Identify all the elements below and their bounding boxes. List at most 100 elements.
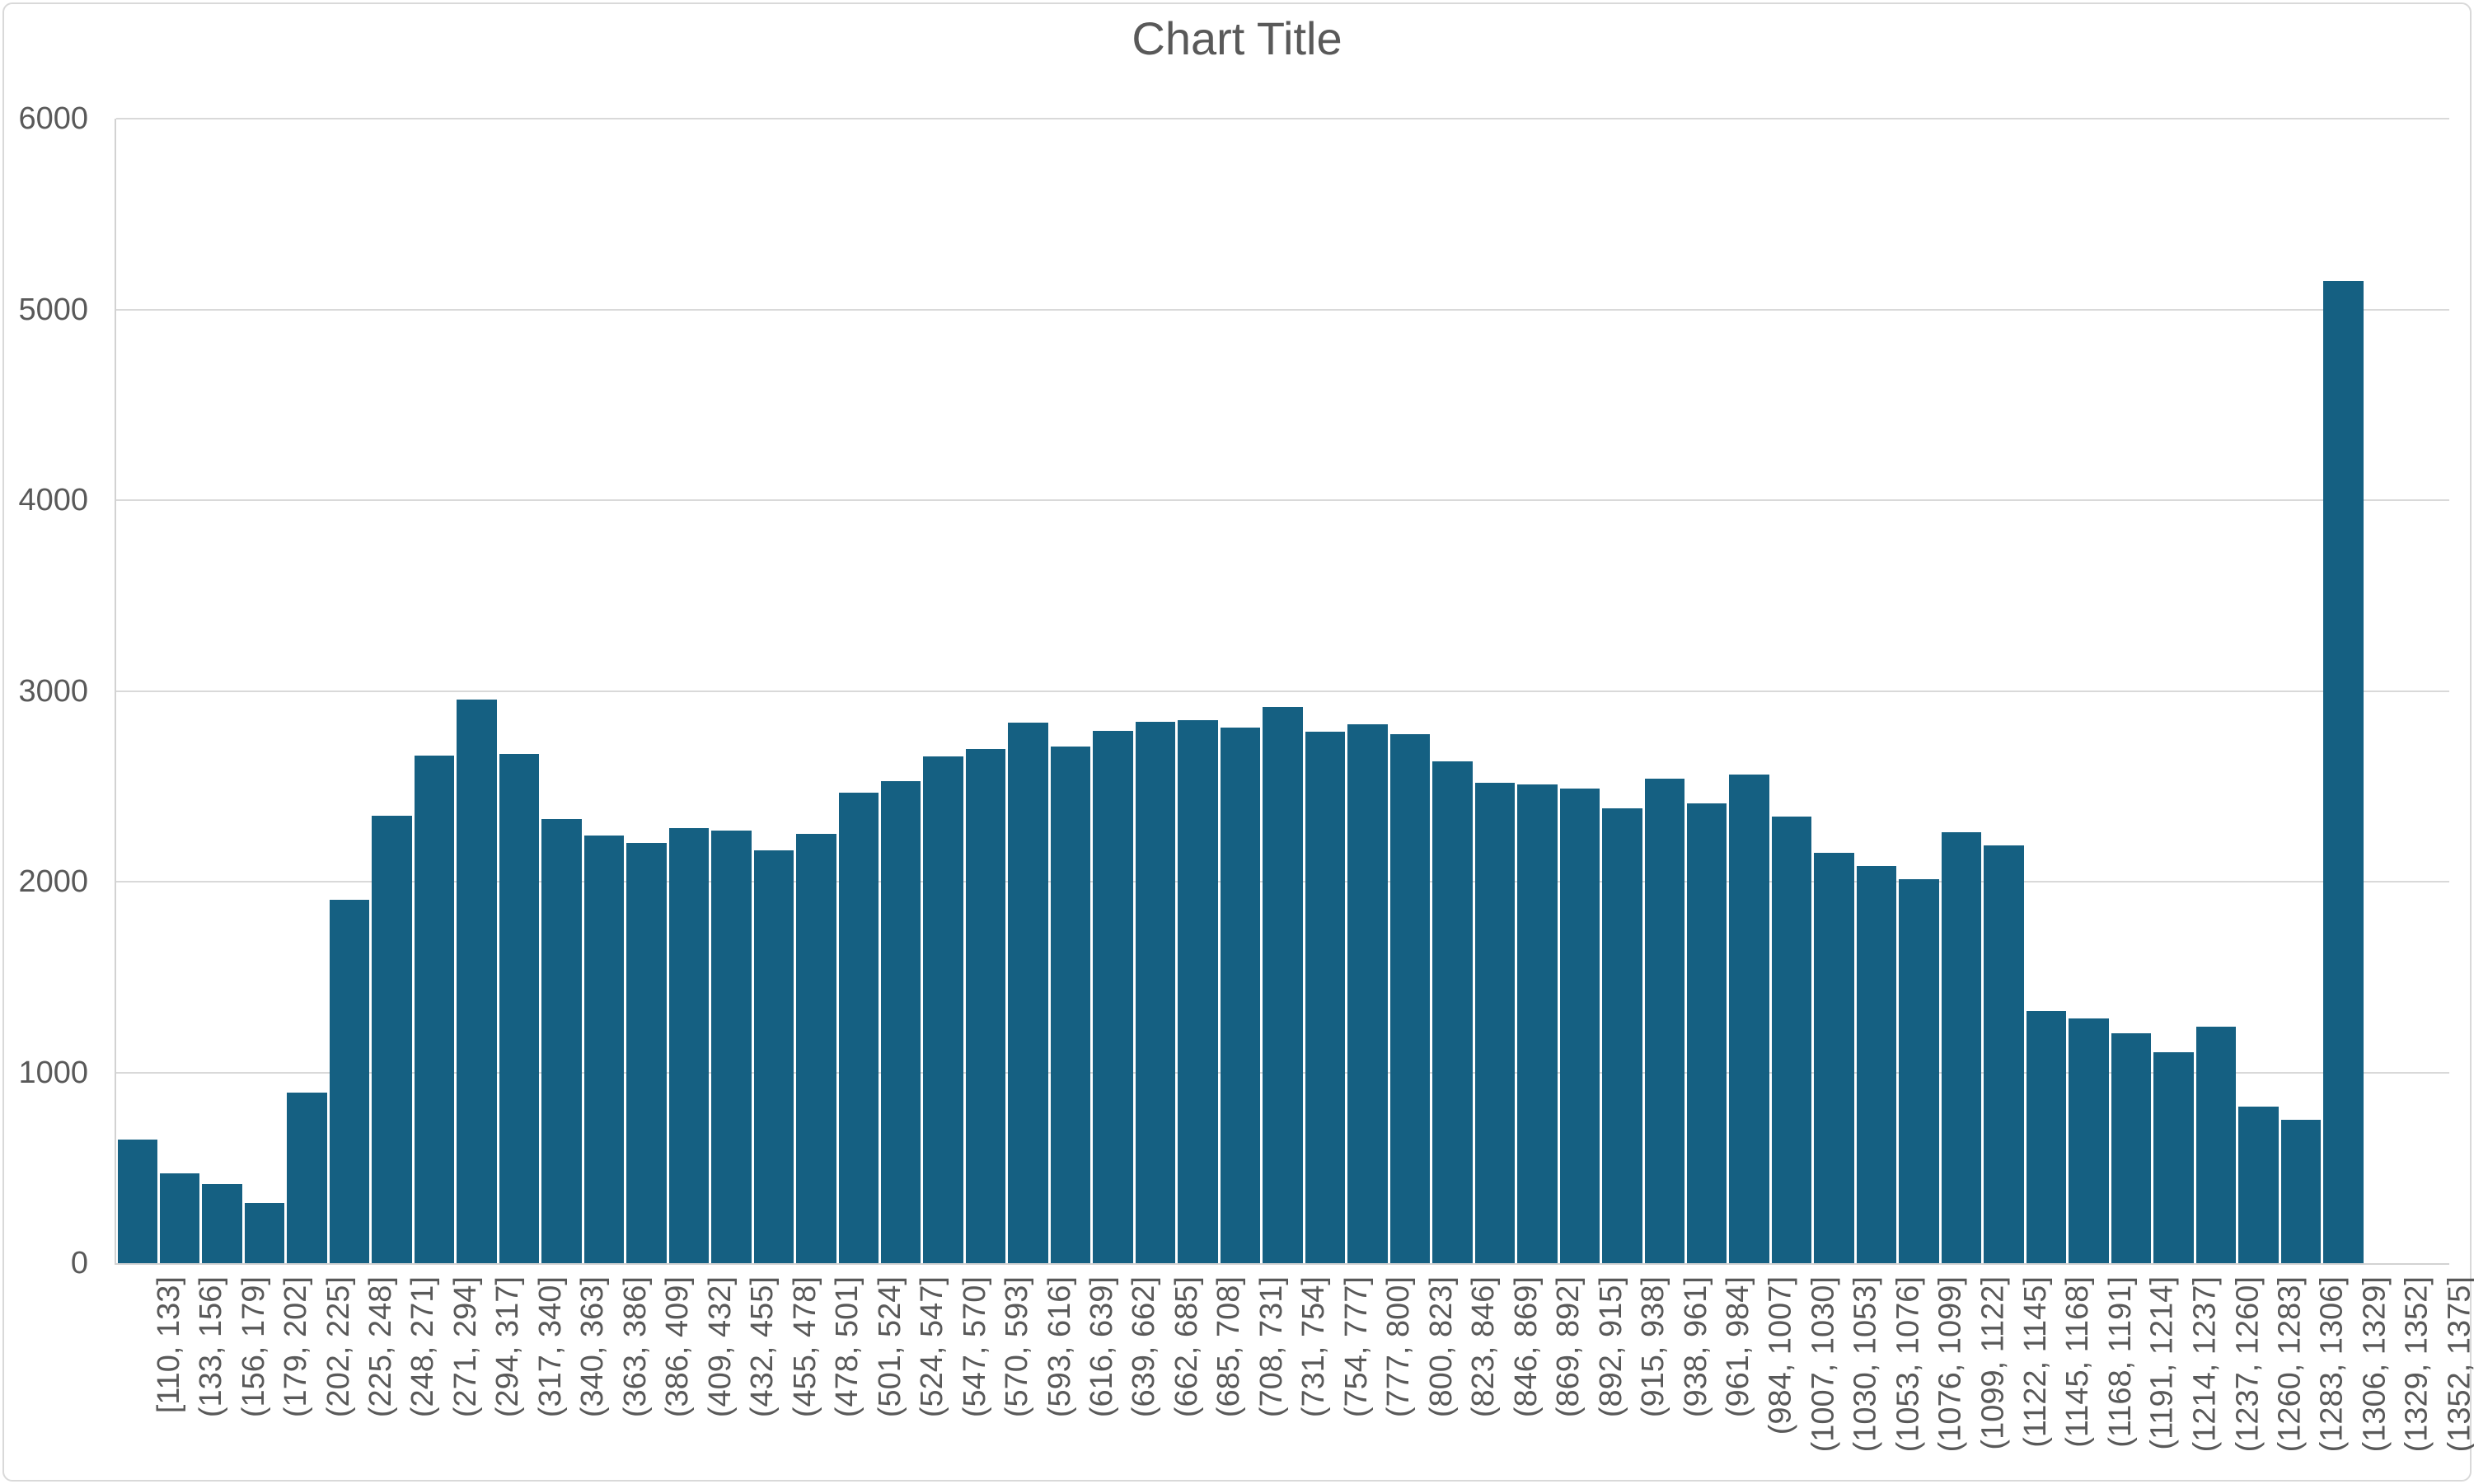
x-tick-label: (869, 892] [1551, 1276, 1586, 1418]
bar [2026, 1011, 2067, 1263]
chart-title: Chart Title [1132, 12, 1342, 64]
x-tick-label: (478, 501] [830, 1276, 865, 1418]
x-tick-label: (800, 823] [1423, 1276, 1459, 1418]
bar [965, 749, 1006, 1263]
x-tick-label: (1306, 1329] [2357, 1276, 2392, 1453]
bar [202, 1183, 242, 1263]
bar [1474, 782, 1516, 1263]
bar [1220, 727, 1261, 1263]
x-tick-label: (984, 1007] [1763, 1276, 1798, 1435]
x-axis: [110, 133] (133, 156] (156, 179] (179, 202]… [115, 1265, 2474, 1484]
x-tick-label: (915, 938] [1636, 1276, 1671, 1418]
bar [244, 1203, 285, 1263]
bar [159, 1173, 200, 1263]
bar [2111, 1033, 2152, 1263]
bar [1686, 803, 1727, 1263]
x-tick-label: (639, 662] [1127, 1276, 1162, 1418]
x-tick-label: (409, 432] [702, 1276, 738, 1418]
x-tick-label: (271, 294] [448, 1276, 484, 1418]
x-tick-label: (708, 731] [1254, 1276, 1290, 1418]
bar [1263, 707, 1303, 1263]
x-tick-label: (1122, 1145] [2017, 1276, 2053, 1448]
bar [1008, 722, 1048, 1263]
bar [1093, 731, 1133, 1263]
bar [2153, 1052, 2194, 1263]
x-tick-label: (1237, 1260] [2229, 1276, 2265, 1453]
x-tick-label: (892, 915] [1593, 1276, 1628, 1418]
bar [117, 1139, 157, 1263]
gridline [116, 308, 2449, 311]
y-axis: 0 1000 2000 3000 4000 5000 6000 [0, 101, 88, 1280]
x-tick-label: (1260, 1283] [2272, 1276, 2308, 1453]
bar [372, 816, 412, 1263]
x-tick-label: (616, 639] [1085, 1276, 1120, 1418]
x-tick-label: (685, 708] [1211, 1276, 1247, 1418]
x-tick-label: (363, 386] [617, 1276, 653, 1418]
x-tick-label: (731, 754] [1296, 1276, 1332, 1418]
x-tick-label: (294, 317] [490, 1276, 526, 1418]
x-tick-label: (1053, 1076] [1891, 1276, 1926, 1453]
x-tick-label: (961, 984] [1721, 1276, 1756, 1418]
y-tick-label: 6000 [18, 101, 88, 136]
x-tick-label: (1352, 1375] [2442, 1276, 2474, 1453]
bar [499, 753, 540, 1263]
x-tick-label: (432, 455] [745, 1276, 780, 1418]
gridline [116, 690, 2449, 692]
bar [583, 836, 625, 1263]
x-tick-label: (225, 248] [363, 1276, 399, 1418]
bar [287, 1092, 327, 1263]
bar [2323, 280, 2364, 1263]
bar [711, 830, 752, 1263]
gridline [116, 118, 2449, 119]
bar [2280, 1120, 2322, 1263]
bar [668, 828, 710, 1263]
bar [1941, 831, 1982, 1263]
x-tick-label: (1030, 1053] [1848, 1276, 1883, 1453]
bar [2069, 1018, 2109, 1263]
bar [753, 850, 794, 1263]
x-tick-label: (593, 616] [1042, 1276, 1077, 1418]
gridline [116, 499, 2449, 501]
x-tick-label: (179, 202] [279, 1276, 314, 1418]
bar [2238, 1107, 2279, 1263]
bar [1559, 788, 1600, 1263]
x-tick-label: (1099, 1122] [1975, 1276, 2011, 1450]
x-tick-label: (754, 777] [1338, 1276, 1374, 1418]
bar [329, 900, 370, 1263]
x-tick-label: (570, 593] [1000, 1276, 1035, 1418]
x-tick-label: (248, 271] [405, 1276, 441, 1418]
x-tick-label: (133, 156] [194, 1276, 229, 1418]
x-tick-label: (1007, 1030] [1806, 1276, 1841, 1453]
bar [1814, 853, 1854, 1263]
x-tick-label: [110, 133] [151, 1276, 186, 1414]
y-tick-label: 1000 [18, 1055, 88, 1090]
bar [1305, 732, 1346, 1263]
bar [1517, 784, 1558, 1263]
y-tick-label: 0 [70, 1246, 88, 1280]
bar [1899, 878, 1939, 1263]
bar [838, 793, 879, 1263]
x-tick-label: (777, 800] [1381, 1276, 1417, 1418]
bar [1602, 808, 1642, 1263]
bar [1389, 733, 1431, 1263]
bar [796, 834, 836, 1263]
x-tick-label: (524, 547] [915, 1276, 950, 1418]
x-tick-label: (1283, 1306] [2314, 1276, 2350, 1453]
bar [1729, 775, 1769, 1263]
x-tick-label: (455, 478] [787, 1276, 822, 1418]
bar [1178, 720, 1218, 1263]
bar [1347, 724, 1388, 1263]
bar [1771, 817, 1812, 1263]
x-tick-label: (340, 363] [575, 1276, 611, 1418]
y-tick-label: 2000 [18, 864, 88, 899]
plot-area [115, 118, 2449, 1265]
bar [457, 699, 497, 1263]
x-tick-label: (156, 179] [236, 1276, 271, 1418]
x-tick-label: (823, 846] [1466, 1276, 1502, 1418]
x-tick-label: (846, 869] [1508, 1276, 1544, 1418]
bar [1135, 721, 1176, 1263]
y-tick-label: 4000 [18, 483, 88, 517]
x-tick-label: (1145, 1168] [2060, 1276, 2096, 1448]
x-tick-label: (1076, 1099] [1933, 1276, 1968, 1453]
